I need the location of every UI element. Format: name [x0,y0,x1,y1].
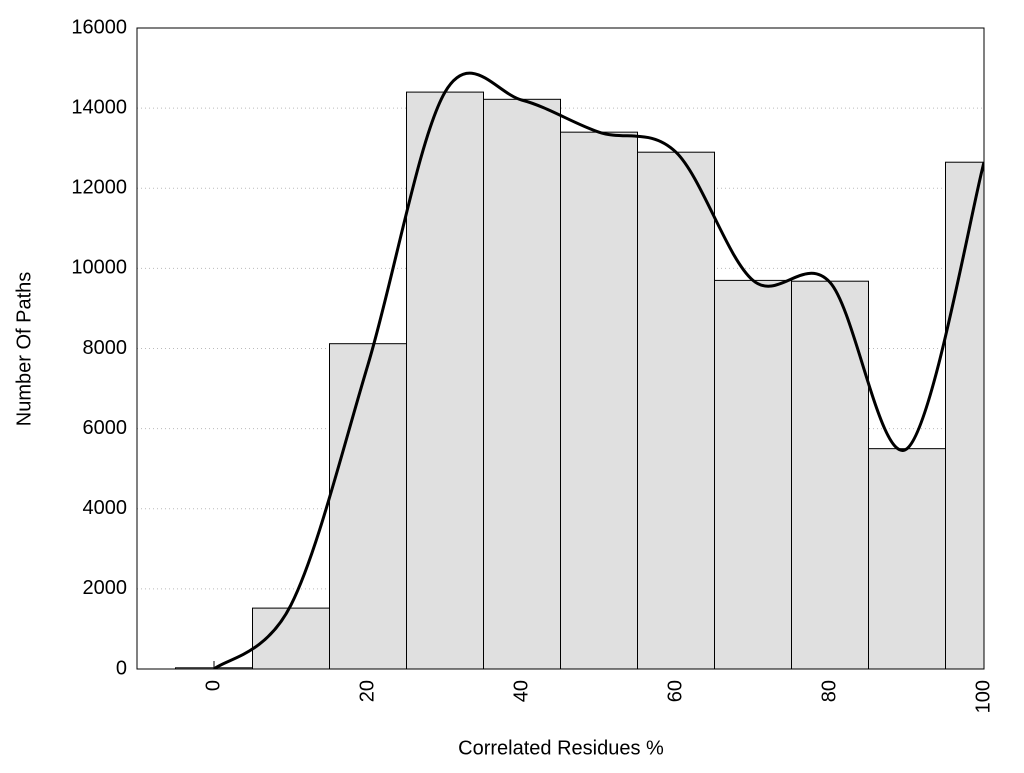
bar [714,279,792,669]
y-tick-label: 12000 [71,177,127,199]
bar [868,448,946,669]
bar [560,131,638,669]
y-tick-label: 4000 [83,497,128,519]
y-axis-label: Number Of Paths [13,272,35,427]
y-tick-label: 0 [116,657,127,679]
trend-line [213,71,984,669]
y-tick-label: 6000 [83,417,128,439]
x-tick-label: 40 [510,680,532,702]
bar [637,151,715,669]
bar [329,343,407,669]
bar [406,91,484,669]
x-tick-label: 100 [972,680,994,713]
plot-area [175,71,984,669]
bar [483,98,561,669]
y-tick-label: 16000 [71,16,127,38]
y-tick-label: 2000 [83,577,128,599]
y-tick-label: 8000 [83,337,128,359]
x-tick-label: 80 [818,680,840,702]
plot-frame [136,27,985,670]
x-tick-label: 0 [202,680,224,691]
x-axis-label: Correlated Residues % [458,737,664,759]
x-tick-label: 60 [664,680,686,702]
y-tick-label: 14000 [71,96,127,118]
x-tick-label: 20 [356,680,378,702]
bar [791,280,869,669]
y-tick-label: 10000 [71,257,127,279]
